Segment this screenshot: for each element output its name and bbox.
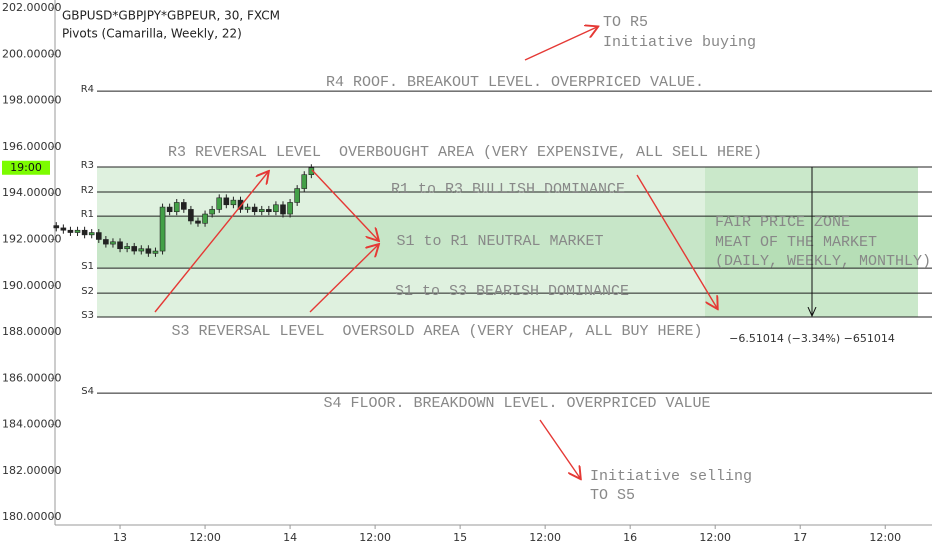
arrow: [636, 174, 717, 308]
candle-body: [273, 204, 279, 213]
annotation: MEAT OF THE MARKET: [715, 234, 877, 251]
x-tick-label: 12:00: [359, 531, 391, 544]
arrow: [539, 419, 580, 478]
annotation: Initiative buying: [603, 34, 756, 51]
x-tick-label: 15: [453, 531, 467, 544]
x-tick-label: 13: [113, 531, 127, 544]
x-tick-label: 12:00: [529, 531, 561, 544]
annotations: TO R5 Initiative buying R4 ROOF. BREAKOU…: [168, 14, 931, 504]
candle-body: [159, 206, 166, 252]
y-tick-label: 182.00000: [2, 464, 62, 477]
candle-body: [188, 209, 194, 222]
x-tick-label: 16: [623, 531, 637, 544]
y-tick-label: 194.00000: [2, 186, 62, 199]
candle-body: [195, 220, 201, 224]
annotation: R4 ROOF. BREAKOUT LEVEL. OVERPRICED VALU…: [326, 74, 704, 91]
candle-body: [60, 227, 67, 231]
y-tick-label: 190.00000: [2, 279, 62, 292]
candle-body: [74, 229, 81, 233]
y-tick-label: 192.00000: [2, 232, 62, 245]
x-tick-label: 12:00: [699, 531, 731, 544]
pivot-label: S3: [81, 310, 94, 321]
zone-r1-s1: [97, 216, 918, 269]
candle-body: [216, 197, 223, 210]
candle-body: [223, 197, 230, 206]
pivot-label: S1: [81, 261, 94, 272]
y-tick-label: 196.00000: [2, 140, 62, 153]
candle-body: [230, 199, 237, 206]
candle-body: [103, 239, 109, 245]
candle-body: [53, 225, 60, 229]
candle-body: [117, 241, 123, 250]
candle-body: [152, 250, 159, 254]
pivot-label: R1: [81, 209, 94, 220]
pivot-label: S4: [81, 386, 94, 397]
candle-body: [202, 213, 208, 224]
candle-body: [301, 174, 308, 189]
chart-subtitle: Pivots (Camarilla, Weekly, 22): [62, 27, 242, 41]
annotation: S1 to R1 NEUTRAL MARKET: [396, 233, 603, 250]
annotation: R1 to R3 BULLISH DOMINANCE: [391, 181, 625, 198]
annotation: Initiative selling: [590, 468, 752, 485]
annotation: S3 REVERSAL LEVEL OVERSOLD AREA (VERY CH…: [171, 323, 702, 340]
y-tick-label: 198.00000: [2, 94, 62, 107]
candle-body: [145, 248, 152, 254]
annotation: FAIR PRICE ZONE: [715, 214, 850, 231]
arrow: [309, 245, 378, 313]
candle-body: [181, 202, 187, 210]
pivot-label: R3: [81, 160, 94, 171]
time-tag-label: 19:00: [10, 161, 42, 174]
candle-body: [287, 202, 293, 215]
candle-body: [88, 232, 95, 236]
x-tick-label: 12:00: [189, 531, 221, 544]
chart-title: GBPUSD*GBPJPY*GBPEUR, 30, FXCM: [62, 9, 280, 23]
pivot-label: R2: [81, 185, 94, 196]
candle-body: [266, 209, 272, 213]
pivot-label: R4: [81, 84, 94, 95]
candle-body: [124, 246, 130, 250]
candle-body: [237, 199, 244, 210]
arrow: [154, 172, 268, 313]
candle-body: [67, 229, 74, 233]
candle-body: [131, 246, 138, 252]
y-tick-label: 184.00000: [2, 418, 62, 431]
y-tick-label: 202.00000: [2, 1, 62, 14]
candle-body: [95, 232, 102, 240]
candle-body: [209, 209, 215, 215]
candle-body: [258, 209, 265, 213]
candle-body: [280, 204, 286, 215]
annotation: TO S5: [590, 487, 635, 504]
arrow: [524, 27, 597, 61]
arrow: [311, 169, 378, 240]
x-tick-label: 14: [283, 531, 297, 544]
candle-body: [81, 229, 88, 236]
annotation: (DAILY, WEEKLY, MONTHLY): [715, 253, 931, 270]
candle-body: [138, 248, 145, 252]
time-tag: [2, 160, 50, 175]
annotation: TO R5: [603, 14, 648, 31]
x-tick-label: 12:00: [869, 531, 901, 544]
y-tick-label: 200.00000: [2, 47, 62, 60]
candle-body: [294, 188, 300, 203]
arrows: [154, 27, 812, 478]
candle-body: [244, 206, 251, 210]
candle-body: [173, 202, 180, 213]
annotation: S1 to S3 BEARISH DOMINANCE: [395, 283, 629, 300]
y-tick-label: 188.00000: [2, 325, 62, 338]
candle-body: [251, 206, 258, 213]
candle-body: [110, 241, 116, 245]
y-tick-label: 186.00000: [2, 371, 62, 384]
x-tick-label: 17: [793, 531, 807, 544]
measurement: −6.51014 (−3.34%) −651014: [729, 332, 895, 345]
pivot-label: S2: [81, 286, 94, 297]
annotation: S4 FLOOR. BREAKDOWN LEVEL. OVERPRICED VA…: [323, 395, 710, 412]
y-tick-label: 180.00000: [2, 510, 62, 523]
annotation: R3 REVERSAL LEVEL OVERBOUGHT AREA (VERY …: [168, 144, 762, 161]
candle-body: [166, 206, 173, 213]
